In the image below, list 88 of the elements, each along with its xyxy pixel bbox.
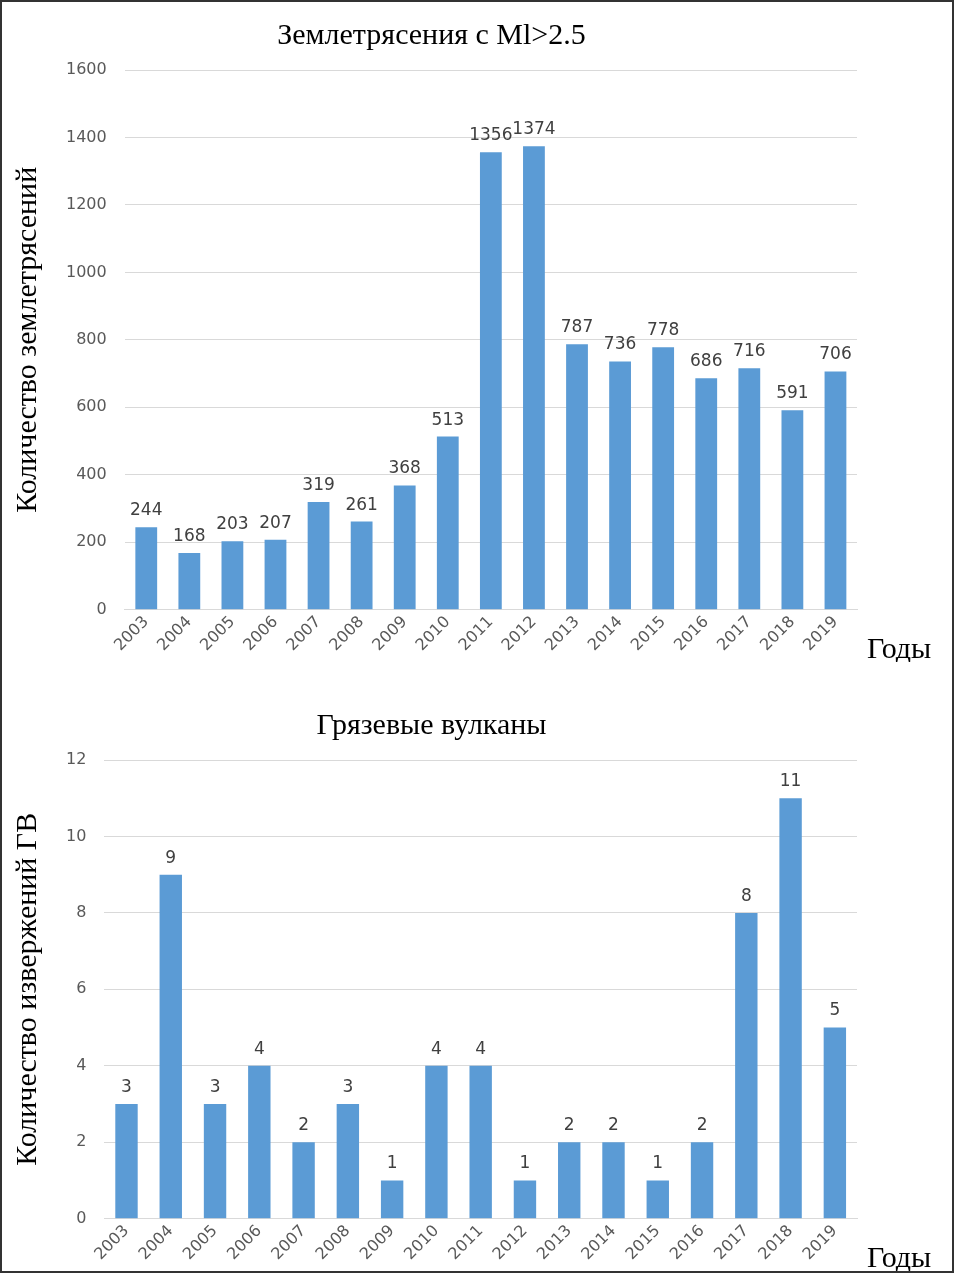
bar [307,502,330,610]
bar [336,1103,360,1219]
y-tick-label: 10 [66,825,87,845]
y-tick-label: 600 [76,396,107,416]
bar [779,798,802,1219]
chart-title: Землетрясения с Ml>2.5 [277,16,586,50]
data-label: 2 [563,1114,575,1135]
data-label: 2 [298,1114,309,1135]
y-tick-label: 0 [96,598,107,618]
data-label: 244 [130,499,163,520]
data-label: 168 [173,524,206,545]
y-tick-label: 8 [76,902,87,922]
data-label: 1 [386,1152,398,1173]
data-label: 4 [253,1037,265,1058]
bar [523,146,545,610]
bar [203,1103,227,1219]
data-label: 3 [121,1075,132,1096]
y-tick-label: 6 [76,978,87,998]
bar [248,1065,271,1219]
data-label: 4 [475,1037,487,1058]
bar [425,1065,448,1219]
data-label: 716 [733,340,766,361]
y-tick-label: 1200 [66,194,107,214]
y-tick-label: 800 [76,328,107,348]
bar [558,1142,581,1219]
data-label: 3 [342,1075,354,1096]
bar [781,410,804,610]
data-label: 4 [430,1037,442,1058]
bar [602,1142,625,1219]
data-label: 736 [603,333,637,354]
y-tick-label: 2 [76,1131,87,1151]
data-label: 261 [345,493,378,514]
data-label: 8 [740,884,752,905]
bar [652,347,675,610]
data-label: 513 [431,408,465,429]
y-tick-label: 1600 [66,59,107,79]
data-label: 1374 [512,118,556,139]
data-label: 1 [519,1152,531,1173]
data-label: 2 [696,1114,708,1135]
bar [135,527,158,610]
data-label: 1 [652,1152,664,1173]
y-tick-label: 200 [76,531,107,551]
data-label: 11 [779,770,802,791]
bar [695,378,718,610]
bar [380,1180,404,1219]
bar [436,436,459,610]
data-label: 2 [608,1114,619,1135]
bar [469,1065,492,1219]
data-label: 203 [216,513,249,534]
bar [221,541,244,610]
data-label: 686 [690,350,723,371]
bar [264,539,287,610]
data-label: 787 [560,316,594,337]
bar [350,521,373,610]
data-label: 5 [829,999,841,1020]
y-tick-label: 0 [76,1207,87,1227]
data-label: 9 [165,846,177,867]
data-label: 319 [302,473,335,494]
bar [393,485,416,610]
bar [115,1103,138,1219]
data-label: 1356 [469,124,513,145]
bar [690,1142,714,1219]
bar [566,344,588,610]
bar [479,152,502,610]
bar [178,552,201,610]
y-tick-label: 1000 [66,261,107,281]
y-tick-label: 12 [66,749,87,769]
y-tick-label: 1400 [66,126,107,146]
bar [738,368,761,610]
data-label: 706 [819,343,852,364]
bar [823,1027,847,1219]
bar [735,912,758,1219]
bar [646,1180,669,1219]
y-axis-title: Количество извержений ГВ [8,812,42,1166]
data-label: 368 [388,457,421,478]
y-tick-label: 400 [76,463,107,483]
y-tick-label: 4 [76,1054,87,1074]
y-axis-title: Количество землетрясений [8,166,42,513]
bar [609,361,631,610]
chart-title: Грязевые вулканы [316,706,547,740]
bar [292,1142,315,1219]
data-label: 207 [259,511,292,532]
data-label: 3 [209,1075,221,1096]
bar [824,371,847,610]
bar [513,1180,537,1219]
data-label: 778 [646,319,680,340]
data-label: 591 [776,382,809,403]
bar [159,874,182,1219]
